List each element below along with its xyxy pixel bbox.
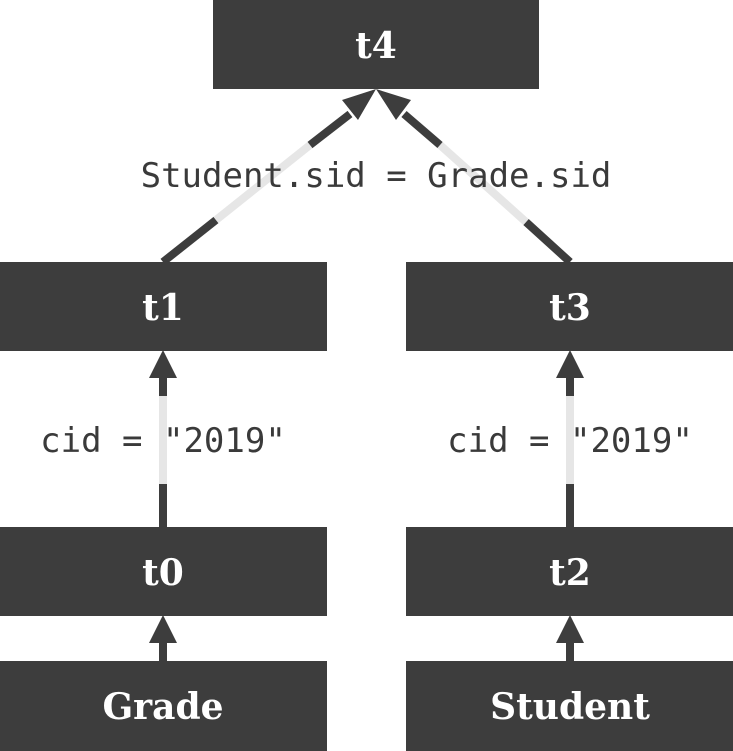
node-t3-label: t3 [549, 287, 591, 329]
node-grade: Grade [0, 661, 327, 751]
edge-t1-to-t4 [160, 89, 376, 266]
left-filter-label: cid = "2019" [40, 421, 286, 461]
edge-grade-to-t0 [149, 615, 177, 661]
join-condition-label: Student.sid = Grade.sid [141, 156, 612, 196]
node-t1: t1 [0, 262, 327, 351]
edge-student-to-t2 [556, 615, 584, 661]
node-t2: t2 [406, 527, 733, 616]
node-student: Student [406, 661, 733, 751]
node-t4: t4 [213, 0, 539, 89]
node-t3: t3 [406, 262, 733, 351]
right-filter-label: cid = "2019" [447, 421, 693, 461]
node-t4-label: t4 [355, 25, 397, 67]
node-student-label: Student [490, 686, 650, 728]
edge-t2-to-t3 [556, 350, 584, 527]
node-t1-label: t1 [142, 287, 184, 329]
edge-t3-to-t4 [376, 89, 573, 265]
node-t0: t0 [0, 527, 327, 616]
node-t0-label: t0 [142, 552, 184, 594]
edge-t0-to-t1 [149, 350, 177, 527]
node-t2-label: t2 [549, 552, 591, 594]
node-grade-label: Grade [102, 686, 223, 728]
